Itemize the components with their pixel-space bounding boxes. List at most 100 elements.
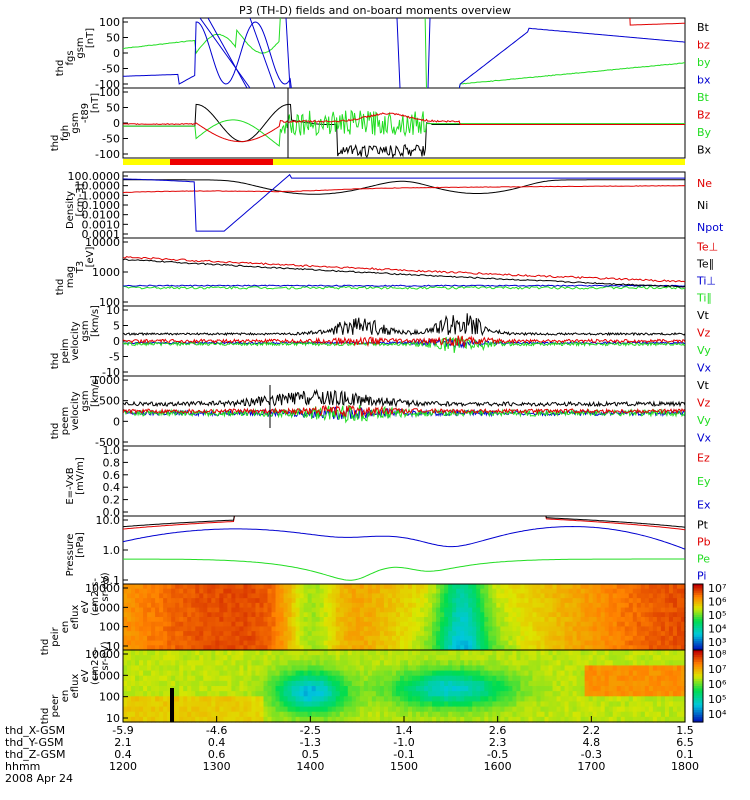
spectrogram-cell <box>359 655 365 661</box>
spectrogram-cell <box>343 621 349 628</box>
spectrogram-cell <box>576 612 582 618</box>
spectrogram-cell <box>616 701 622 708</box>
spectrogram-cell <box>339 711 345 718</box>
spectrogram-cell <box>139 645 144 651</box>
spectrogram-cell <box>600 660 606 667</box>
spectrogram-cell <box>608 686 614 692</box>
spectrogram-cell <box>291 706 297 713</box>
spectrogram-cell <box>259 675 265 682</box>
spectrogram-cell <box>175 588 180 595</box>
series-Bz <box>123 112 685 143</box>
spectrogram-cell <box>255 640 261 646</box>
spectrogram-cell <box>375 607 381 613</box>
spectrogram-cell <box>135 675 140 682</box>
spectrogram-cell <box>287 588 293 595</box>
spectrogram-cell <box>295 675 301 682</box>
spectrogram-cell <box>564 631 570 637</box>
spectrogram-cell <box>404 686 409 692</box>
spectrogram-cell <box>139 635 144 642</box>
spectrogram-cell <box>412 680 417 687</box>
spectrogram-cell <box>652 655 658 661</box>
footer-value: 2.6 <box>489 724 507 737</box>
spectrogram-cell <box>143 631 148 637</box>
spectrogram-cell <box>548 675 554 682</box>
spectrogram-cell <box>568 655 574 661</box>
spectrogram-cell <box>135 602 140 609</box>
spectrogram-cell <box>436 626 441 632</box>
spectrogram-cell <box>620 680 626 687</box>
spectrogram-cell <box>572 650 578 656</box>
spectrogram-cell <box>351 607 357 613</box>
spectrogram-cell <box>123 635 128 642</box>
spectrogram-cell <box>472 593 477 599</box>
spectrogram-cell <box>211 701 216 708</box>
spectrogram-cell <box>399 655 405 661</box>
spectrogram-cell <box>644 617 650 623</box>
spectrogram-cell <box>608 701 614 708</box>
spectrogram-cell <box>544 593 550 599</box>
spectrogram-cell <box>416 716 421 723</box>
spectrogram-cell <box>632 701 638 708</box>
spectrogram-cell <box>211 640 216 646</box>
spectrogram-cell <box>355 696 361 703</box>
spectrogram-cell <box>267 626 273 632</box>
spectrogram-cell <box>295 645 301 651</box>
spectrogram-cell <box>315 670 321 677</box>
spectrogram-cell <box>183 626 188 632</box>
spectrogram-cell <box>295 626 301 632</box>
spectrogram-cell <box>436 640 441 646</box>
spectrogram-cell <box>139 691 144 697</box>
spectrogram-cell <box>311 598 317 604</box>
spectrogram-cell <box>159 711 164 718</box>
spectrogram-cell <box>536 640 542 646</box>
spectrogram-cell <box>492 584 497 590</box>
ylabel-line: [eV] <box>85 247 96 268</box>
spectrogram-cell <box>355 711 361 718</box>
spectrogram-cell <box>323 675 329 682</box>
spectrogram-cell <box>572 602 578 609</box>
spectrogram-cell <box>163 706 168 713</box>
spectrogram-cell <box>532 640 538 646</box>
spectrogram-cell <box>416 588 421 595</box>
spectrogram-cell <box>560 680 566 687</box>
spectrogram-cell <box>347 660 353 667</box>
spectrogram-cell <box>211 635 216 642</box>
spectrogram-cell <box>399 686 405 692</box>
spectrogram-cell <box>203 665 208 672</box>
spectrogram-cell <box>239 701 245 708</box>
spectrogram-cell <box>211 588 216 595</box>
spectrogram-cell <box>668 655 674 661</box>
spectrogram-cell <box>592 626 598 632</box>
spectrogram-cell <box>127 602 132 609</box>
spectrogram-cell <box>299 665 305 672</box>
spectrogram-cell <box>416 602 421 609</box>
colorbar-cell <box>693 652 703 656</box>
spectrogram-cell <box>191 602 196 609</box>
spectrogram-cell <box>187 612 192 618</box>
spectrogram-cell <box>167 675 172 682</box>
spectrogram-cell <box>223 696 228 703</box>
spectrogram-cell <box>524 701 530 708</box>
spectrogram-cell <box>408 607 413 613</box>
spectrogram-cell <box>612 655 618 661</box>
spectrogram-cell <box>343 686 349 692</box>
spectrogram-cell <box>436 711 441 718</box>
spectrogram-cell <box>219 617 224 623</box>
series-bx-segment <box>396 18 401 88</box>
spectrogram-cell <box>540 607 546 613</box>
spectrogram-cell <box>255 617 261 623</box>
spectrogram-cell <box>620 701 626 708</box>
spectrogram-cell <box>600 675 606 682</box>
spectrogram-cell <box>664 655 670 661</box>
spectrogram-cell <box>596 593 602 599</box>
spectrogram-cell <box>536 701 542 708</box>
spectrogram-cell <box>139 602 144 609</box>
spectrogram-cell <box>468 660 473 667</box>
spectrogram-cell <box>564 706 570 713</box>
spectrogram-cell <box>171 665 176 672</box>
spectrogram-cell <box>215 645 220 651</box>
spectrogram-cell <box>652 716 658 723</box>
spectrogram-cell <box>195 621 200 628</box>
legend-pressure: Pt <box>697 519 709 532</box>
spectrogram-cell <box>383 607 389 613</box>
